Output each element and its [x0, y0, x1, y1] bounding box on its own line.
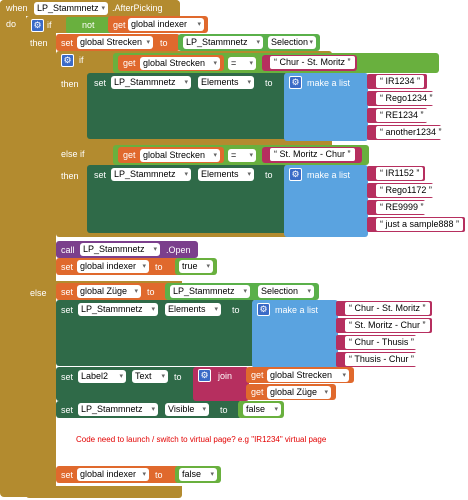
- list-gear-icon[interactable]: ⚙: [289, 168, 302, 181]
- join-gear-icon[interactable]: ⚙: [198, 369, 211, 382]
- true-dropdown[interactable]: true ▾: [179, 260, 213, 273]
- list-item[interactable]: “ Thusis - Chur ”: [345, 353, 418, 366]
- set-keyword: set: [61, 305, 74, 315]
- selection-prop-dropdown[interactable]: Selection ▾: [258, 285, 314, 298]
- to-keyword: to: [155, 470, 163, 480]
- set-keyword: set: [61, 470, 74, 480]
- list-item[interactable]: “ Chur - St. Moritz ”: [345, 302, 430, 315]
- then-keyword: then: [61, 171, 79, 181]
- set-keyword: set: [61, 405, 74, 415]
- to-keyword: to: [220, 405, 228, 415]
- list-item[interactable]: “ RE9999 ”: [376, 201, 428, 214]
- strecken-var-dropdown[interactable]: global Strecken ▾: [140, 57, 220, 70]
- open-component-dropdown[interactable]: LP_Stammnetz ▾: [80, 243, 160, 256]
- elements-prop-dropdown[interactable]: Elements ▾: [165, 303, 221, 316]
- zuge-var-dropdown[interactable]: global Züge ▾: [77, 285, 141, 298]
- make-list-keyword: make a list: [307, 170, 351, 180]
- indexer-var-dropdown[interactable]: global indexer ▾: [128, 18, 204, 31]
- else-if-keyword: else if: [61, 149, 85, 159]
- elements-prop-dropdown[interactable]: Elements ▾: [198, 168, 254, 181]
- if-keyword: if: [47, 20, 52, 30]
- text-value[interactable]: “ Chur - St. Moritz ”: [270, 56, 355, 69]
- elements-component-dropdown[interactable]: LP_Stammnetz ▾: [111, 168, 191, 181]
- false-dropdown[interactable]: false ▾: [179, 468, 217, 481]
- make-list-keyword: make a list: [307, 78, 351, 88]
- list-item[interactable]: “ Chur - Thusis ”: [345, 336, 418, 349]
- call-keyword: call: [61, 245, 75, 255]
- strecken-var-dropdown[interactable]: global Strecken ▾: [77, 36, 153, 49]
- list-item[interactable]: “ St. Moritz - Chur ”: [345, 319, 430, 332]
- open-method: .Open: [166, 245, 191, 255]
- if-gear-icon[interactable]: ⚙: [31, 19, 44, 32]
- then-keyword: then: [30, 38, 48, 48]
- selection-component-dropdown[interactable]: LP_Stammnetz ▾: [183, 36, 263, 49]
- list-item[interactable]: “ Rego1234 ”: [376, 92, 437, 105]
- do-keyword: do: [6, 19, 17, 29]
- list-gear-icon[interactable]: ⚙: [257, 303, 270, 316]
- indexer-var-dropdown[interactable]: global indexer ▾: [77, 468, 149, 481]
- make-list-keyword: make a list: [275, 305, 319, 315]
- list-item[interactable]: “ IR1152 ”: [376, 167, 424, 180]
- comment-note: Code need to launch / switch to virtual …: [76, 435, 327, 444]
- selection-prop-dropdown[interactable]: Selection ▾: [268, 36, 316, 49]
- equals-op-dropdown[interactable]: = ▾: [228, 57, 256, 70]
- visible-component-dropdown[interactable]: LP_Stammnetz ▾: [78, 403, 158, 416]
- visible-prop-dropdown[interactable]: Visible ▾: [165, 403, 209, 416]
- list-item[interactable]: “ RE1234 ”: [376, 109, 428, 122]
- set-keyword: set: [61, 287, 74, 297]
- zuge-var-dropdown[interactable]: global Züge ▾: [267, 386, 331, 399]
- join-keyword: join: [218, 371, 233, 381]
- inner-if-gear-icon[interactable]: ⚙: [61, 54, 74, 67]
- selection-component-dropdown[interactable]: LP_Stammnetz ▾: [170, 285, 250, 298]
- strecken-var-dropdown[interactable]: global Strecken ▾: [267, 369, 349, 382]
- list-gear-icon[interactable]: ⚙: [289, 76, 302, 89]
- elements-component-dropdown[interactable]: LP_Stammnetz ▾: [78, 303, 158, 316]
- text-prop-dropdown[interactable]: Text ▾: [132, 370, 168, 383]
- to-keyword: to: [265, 78, 273, 88]
- list-item[interactable]: “ IR1234 ”: [376, 75, 425, 88]
- equals-op-dropdown[interactable]: = ▾: [228, 149, 256, 162]
- list-item[interactable]: “ Rego1172 ”: [376, 184, 436, 197]
- get-keyword: get: [123, 58, 136, 68]
- set-keyword: set: [94, 170, 107, 180]
- elements-component-dropdown[interactable]: LP_Stammnetz ▾: [111, 76, 191, 89]
- get-keyword: get: [113, 20, 126, 30]
- get-keyword: get: [251, 370, 264, 380]
- then-keyword: then: [61, 79, 79, 89]
- not-keyword: not: [82, 20, 95, 30]
- set-keyword: set: [61, 372, 74, 382]
- to-keyword: to: [174, 372, 182, 382]
- false-dropdown[interactable]: false ▾: [243, 403, 281, 416]
- else-keyword: else: [30, 288, 47, 298]
- list-item[interactable]: “ another1234 ”: [376, 126, 446, 139]
- to-keyword: to: [147, 287, 155, 297]
- elements-prop-dropdown[interactable]: Elements ▾: [198, 76, 254, 89]
- to-keyword: to: [232, 305, 240, 315]
- text-value[interactable]: “ St. Moritz - Chur ”: [270, 148, 355, 161]
- to-keyword: to: [160, 38, 168, 48]
- strecken-var-dropdown[interactable]: global Strecken ▾: [140, 149, 220, 162]
- inner-if-keyword: if: [79, 55, 84, 65]
- set-keyword: set: [94, 78, 107, 88]
- set-keyword: set: [61, 262, 74, 272]
- when-keyword: when: [6, 3, 28, 13]
- to-keyword: to: [265, 170, 273, 180]
- list-item[interactable]: “ just a sample888 ”: [376, 218, 464, 231]
- event-name: .AfterPicking: [112, 3, 163, 13]
- set-keyword: set: [61, 38, 74, 48]
- event-component-dropdown[interactable]: LP_Stammnetz ▾: [34, 2, 108, 15]
- indexer-var-dropdown[interactable]: global indexer ▾: [77, 260, 149, 273]
- get-keyword: get: [123, 150, 136, 160]
- not-block[interactable]: [66, 17, 112, 33]
- label-component-dropdown[interactable]: Label2 ▾: [78, 370, 126, 383]
- to-keyword: to: [155, 262, 163, 272]
- get-keyword: get: [251, 387, 264, 397]
